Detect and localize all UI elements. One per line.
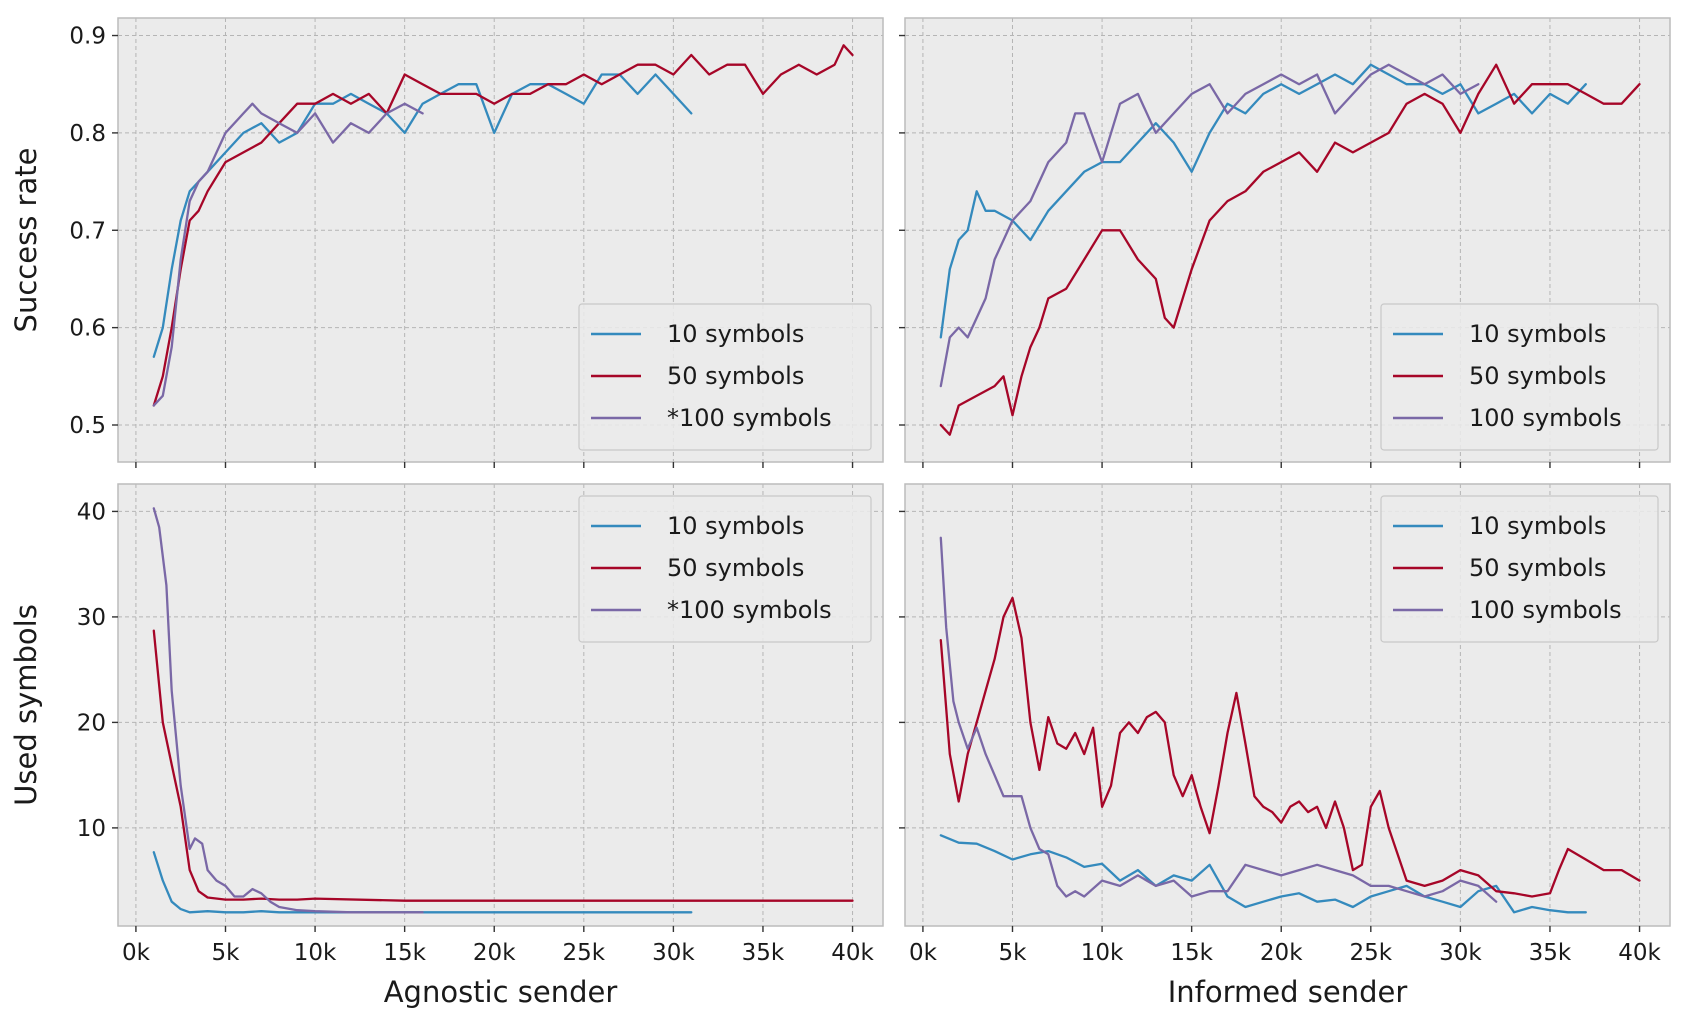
x-tick-label: 35k xyxy=(742,940,785,966)
y-tick-label: 0.9 xyxy=(69,24,106,50)
series-line-100-symbols xyxy=(152,102,424,407)
x-tick-label: 0k xyxy=(909,940,938,966)
x-tick-label: 15k xyxy=(383,940,426,966)
series-line-10-symbols xyxy=(939,834,1587,914)
legend-label: 50 symbols xyxy=(667,554,804,582)
legend-label: 10 symbols xyxy=(667,320,804,348)
x-tick-label: 35k xyxy=(1529,940,1572,966)
series-line-50-symbols xyxy=(939,63,1641,436)
x-tick-label: 30k xyxy=(1439,940,1482,966)
legend-box xyxy=(1380,303,1659,451)
series-line-100-symbols xyxy=(939,536,1498,903)
panel-top-left: 0.5 0.6 0.7 0.8 0.9 Success rate 10 symbols 50 … xyxy=(9,17,884,468)
legend: 10 symbols 50 symbols 100 symbols xyxy=(1380,303,1659,451)
legend-label: 10 symbols xyxy=(1469,320,1606,348)
legend-label: *100 symbols xyxy=(667,596,832,624)
series-line-10-symbols xyxy=(152,851,693,914)
plot-frame xyxy=(117,17,884,463)
x-tick-label: 0k xyxy=(122,940,151,966)
y-axis-label: Success rate xyxy=(9,148,43,333)
x-tick-label: 20k xyxy=(1260,940,1303,966)
panel-bottom-left: 0k 5k 10k 15k 20k 25k 30k 35k 40k 10 20 30 40 Agnosti… xyxy=(9,483,884,1009)
legend-label: 50 symbols xyxy=(1469,362,1606,390)
y-tick-label: 0.5 xyxy=(69,413,106,439)
panel-bottom-right: 0k 5k 10k 15k 20k 25k 30k 35k 40k Informed sender… xyxy=(899,483,1671,1009)
legend-label: 100 symbols xyxy=(1469,596,1622,624)
series-line-50-symbols xyxy=(939,596,1641,898)
legend: 10 symbols 50 symbols 100 symbols xyxy=(1380,495,1659,643)
plot-frame xyxy=(904,483,1671,927)
legend: 10 symbols 50 symbols *100 symbols xyxy=(578,495,872,643)
series-line-100-symbols xyxy=(939,63,1480,388)
series-line-50-symbols xyxy=(152,629,854,902)
x-tick-label: 5k xyxy=(212,940,241,966)
x-tick-label: 15k xyxy=(1170,940,1213,966)
x-tick-label: 5k xyxy=(999,940,1028,966)
series-line-100-symbols xyxy=(152,507,424,914)
plot-frame xyxy=(904,17,1671,463)
y-tick-label: 40 xyxy=(77,499,106,525)
legend-label: 10 symbols xyxy=(667,512,804,540)
legend-box xyxy=(578,495,872,643)
y-tick-label: 30 xyxy=(77,605,106,631)
x-axis-label: Agnostic sender xyxy=(384,975,618,1009)
y-tick-label: 0.6 xyxy=(69,316,106,342)
x-tick-label: 30k xyxy=(652,940,695,966)
y-axis-label: Used symbols xyxy=(9,604,43,806)
y-tick-label: 0.7 xyxy=(69,218,106,244)
legend-label: 100 symbols xyxy=(1469,404,1622,432)
x-tick-label: 25k xyxy=(563,940,606,966)
legend-box xyxy=(1380,495,1659,643)
x-tick-label: 40k xyxy=(831,940,874,966)
legend: 10 symbols 50 symbols *100 symbols xyxy=(578,303,872,451)
x-tick-label: 10k xyxy=(1081,940,1124,966)
plot-frame xyxy=(117,483,884,927)
series-line-50-symbols xyxy=(152,44,854,407)
x-tick-label: 40k xyxy=(1618,940,1661,966)
legend-label: *100 symbols xyxy=(667,404,832,432)
x-tick-label: 10k xyxy=(294,940,337,966)
y-tick-label: 20 xyxy=(77,710,106,736)
legend-box xyxy=(578,303,872,451)
series-line-10-symbols xyxy=(939,63,1587,339)
panel-top-right: 10 symbols 50 symbols 100 symbols xyxy=(899,17,1671,468)
y-tick-label: 0.8 xyxy=(69,121,106,147)
legend-label: 50 symbols xyxy=(1469,554,1606,582)
legend-label: 50 symbols xyxy=(667,362,804,390)
x-axis-label: Informed sender xyxy=(1168,975,1408,1009)
x-tick-label: 25k xyxy=(1350,940,1393,966)
x-tick-label: 20k xyxy=(473,940,516,966)
y-tick-label: 10 xyxy=(77,816,106,842)
legend-label: 10 symbols xyxy=(1469,512,1606,540)
